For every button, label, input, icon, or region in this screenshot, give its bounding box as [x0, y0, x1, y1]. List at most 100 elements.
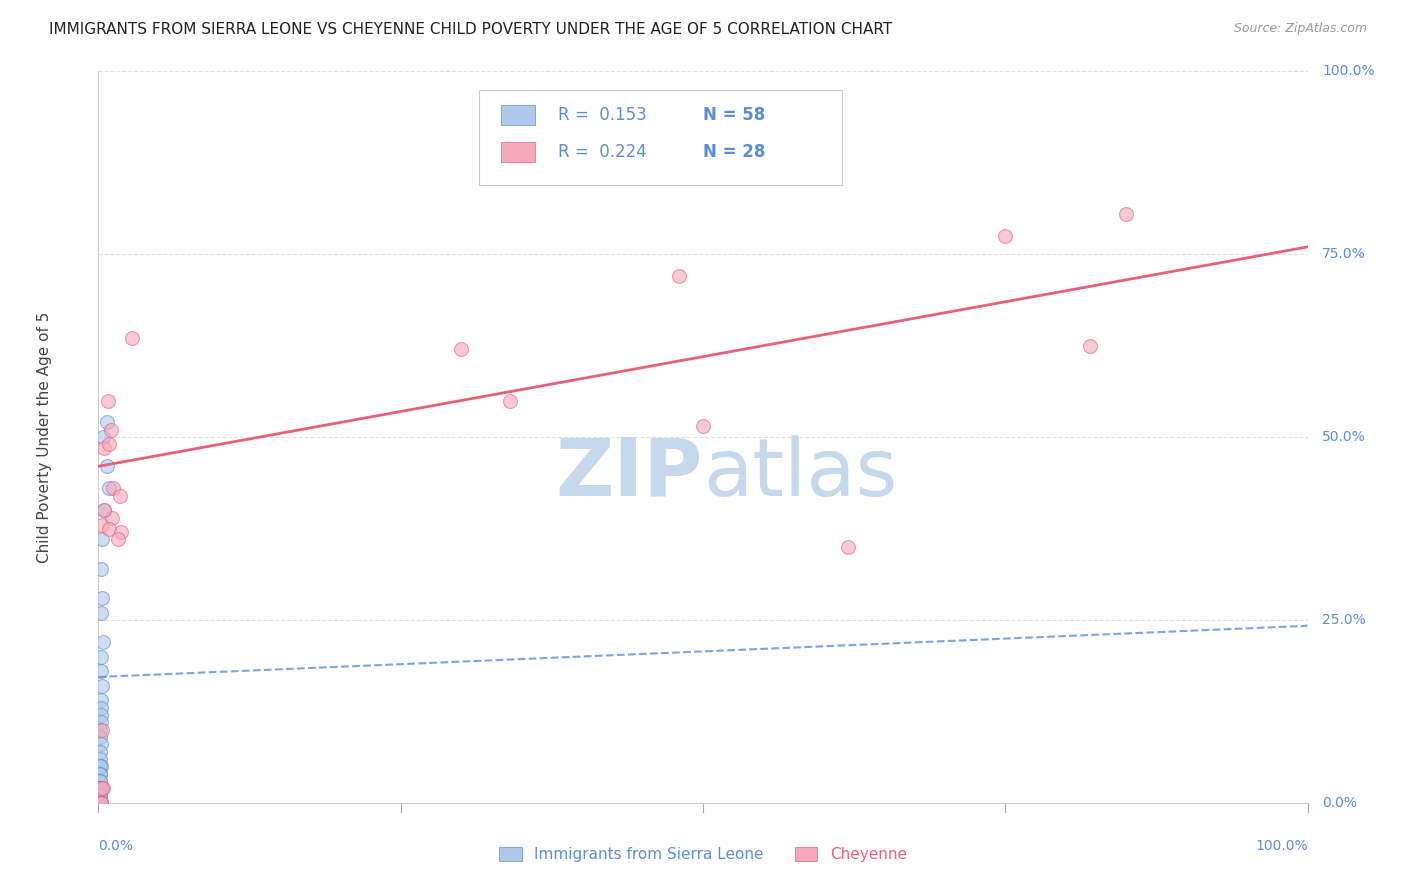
- Point: [100, 510, 122, 524]
- FancyBboxPatch shape: [501, 105, 534, 126]
- Point: [90, 693, 112, 707]
- Text: 50.0%: 50.0%: [1322, 430, 1365, 444]
- Point: [121, 331, 143, 345]
- Point: [91, 781, 114, 796]
- Point: [450, 343, 472, 357]
- Text: 25.0%: 25.0%: [1322, 613, 1365, 627]
- Point: [90, 606, 112, 620]
- Text: 0.0%: 0.0%: [98, 839, 134, 854]
- Text: atlas: atlas: [703, 434, 897, 513]
- Point: [89, 796, 111, 810]
- Point: [89, 781, 111, 796]
- Point: [107, 533, 129, 547]
- Text: R =  0.153: R = 0.153: [558, 106, 647, 124]
- Point: [90, 562, 112, 576]
- Point: [93, 503, 115, 517]
- Point: [89, 796, 111, 810]
- FancyBboxPatch shape: [479, 90, 842, 185]
- Point: [89, 781, 111, 796]
- Point: [89, 796, 111, 810]
- Point: [692, 419, 714, 434]
- Point: [90, 737, 112, 751]
- Point: [98, 521, 121, 535]
- Point: [994, 228, 1017, 243]
- Text: N = 58: N = 58: [703, 106, 765, 124]
- Point: [89, 789, 111, 803]
- Point: [90, 796, 112, 810]
- Point: [108, 489, 131, 503]
- Point: [98, 481, 121, 495]
- Text: 100.0%: 100.0%: [1322, 64, 1375, 78]
- Point: [97, 393, 120, 408]
- Point: [90, 700, 112, 714]
- Point: [89, 723, 111, 737]
- Point: [90, 796, 112, 810]
- FancyBboxPatch shape: [501, 142, 534, 162]
- Point: [89, 789, 111, 803]
- Point: [89, 796, 111, 810]
- Point: [89, 796, 111, 810]
- Point: [91, 723, 114, 737]
- Point: [90, 715, 112, 730]
- Point: [89, 796, 111, 810]
- Point: [1078, 338, 1101, 352]
- Point: [89, 789, 111, 803]
- Point: [90, 708, 112, 723]
- Point: [91, 635, 114, 649]
- Text: N = 28: N = 28: [703, 143, 765, 161]
- Point: [89, 781, 111, 796]
- Point: [89, 796, 111, 810]
- Point: [90, 649, 112, 664]
- Point: [91, 781, 114, 796]
- Point: [89, 796, 111, 810]
- Point: [89, 781, 111, 796]
- Point: [89, 796, 111, 810]
- Text: Child Poverty Under the Age of 5: Child Poverty Under the Age of 5: [37, 311, 52, 563]
- Point: [89, 796, 111, 810]
- Point: [93, 441, 115, 455]
- Point: [89, 766, 111, 780]
- Point: [89, 752, 111, 766]
- Point: [90, 759, 112, 773]
- Point: [89, 796, 111, 810]
- Point: [89, 796, 111, 810]
- Text: Source: ZipAtlas.com: Source: ZipAtlas.com: [1233, 22, 1367, 36]
- Point: [89, 796, 111, 810]
- Point: [837, 540, 859, 554]
- Point: [90, 796, 112, 810]
- Point: [96, 416, 118, 430]
- Point: [89, 730, 111, 744]
- Point: [89, 759, 111, 773]
- Point: [89, 796, 111, 810]
- Point: [101, 481, 124, 495]
- Point: [89, 789, 111, 803]
- Text: 0.0%: 0.0%: [1322, 796, 1357, 810]
- Point: [96, 459, 118, 474]
- Point: [91, 679, 114, 693]
- Point: [98, 437, 121, 451]
- Point: [1115, 207, 1137, 221]
- Point: [89, 796, 111, 810]
- Point: [90, 796, 112, 810]
- Point: [89, 796, 111, 810]
- Point: [91, 591, 114, 605]
- Point: [110, 525, 132, 540]
- Point: [89, 796, 111, 810]
- Point: [100, 423, 122, 437]
- Point: [89, 796, 111, 810]
- Point: [89, 773, 111, 788]
- Text: 100.0%: 100.0%: [1256, 839, 1308, 854]
- Point: [89, 745, 111, 759]
- Point: [89, 766, 111, 780]
- Point: [91, 533, 114, 547]
- Point: [668, 269, 690, 284]
- Point: [89, 796, 111, 810]
- Legend: Immigrants from Sierra Leone, Cheyenne: Immigrants from Sierra Leone, Cheyenne: [494, 841, 912, 868]
- Point: [89, 773, 111, 788]
- Text: ZIP: ZIP: [555, 434, 703, 513]
- Point: [498, 393, 520, 408]
- Text: IMMIGRANTS FROM SIERRA LEONE VS CHEYENNE CHILD POVERTY UNDER THE AGE OF 5 CORREL: IMMIGRANTS FROM SIERRA LEONE VS CHEYENNE…: [49, 22, 893, 37]
- Point: [89, 796, 111, 810]
- Point: [93, 503, 115, 517]
- Point: [91, 430, 114, 444]
